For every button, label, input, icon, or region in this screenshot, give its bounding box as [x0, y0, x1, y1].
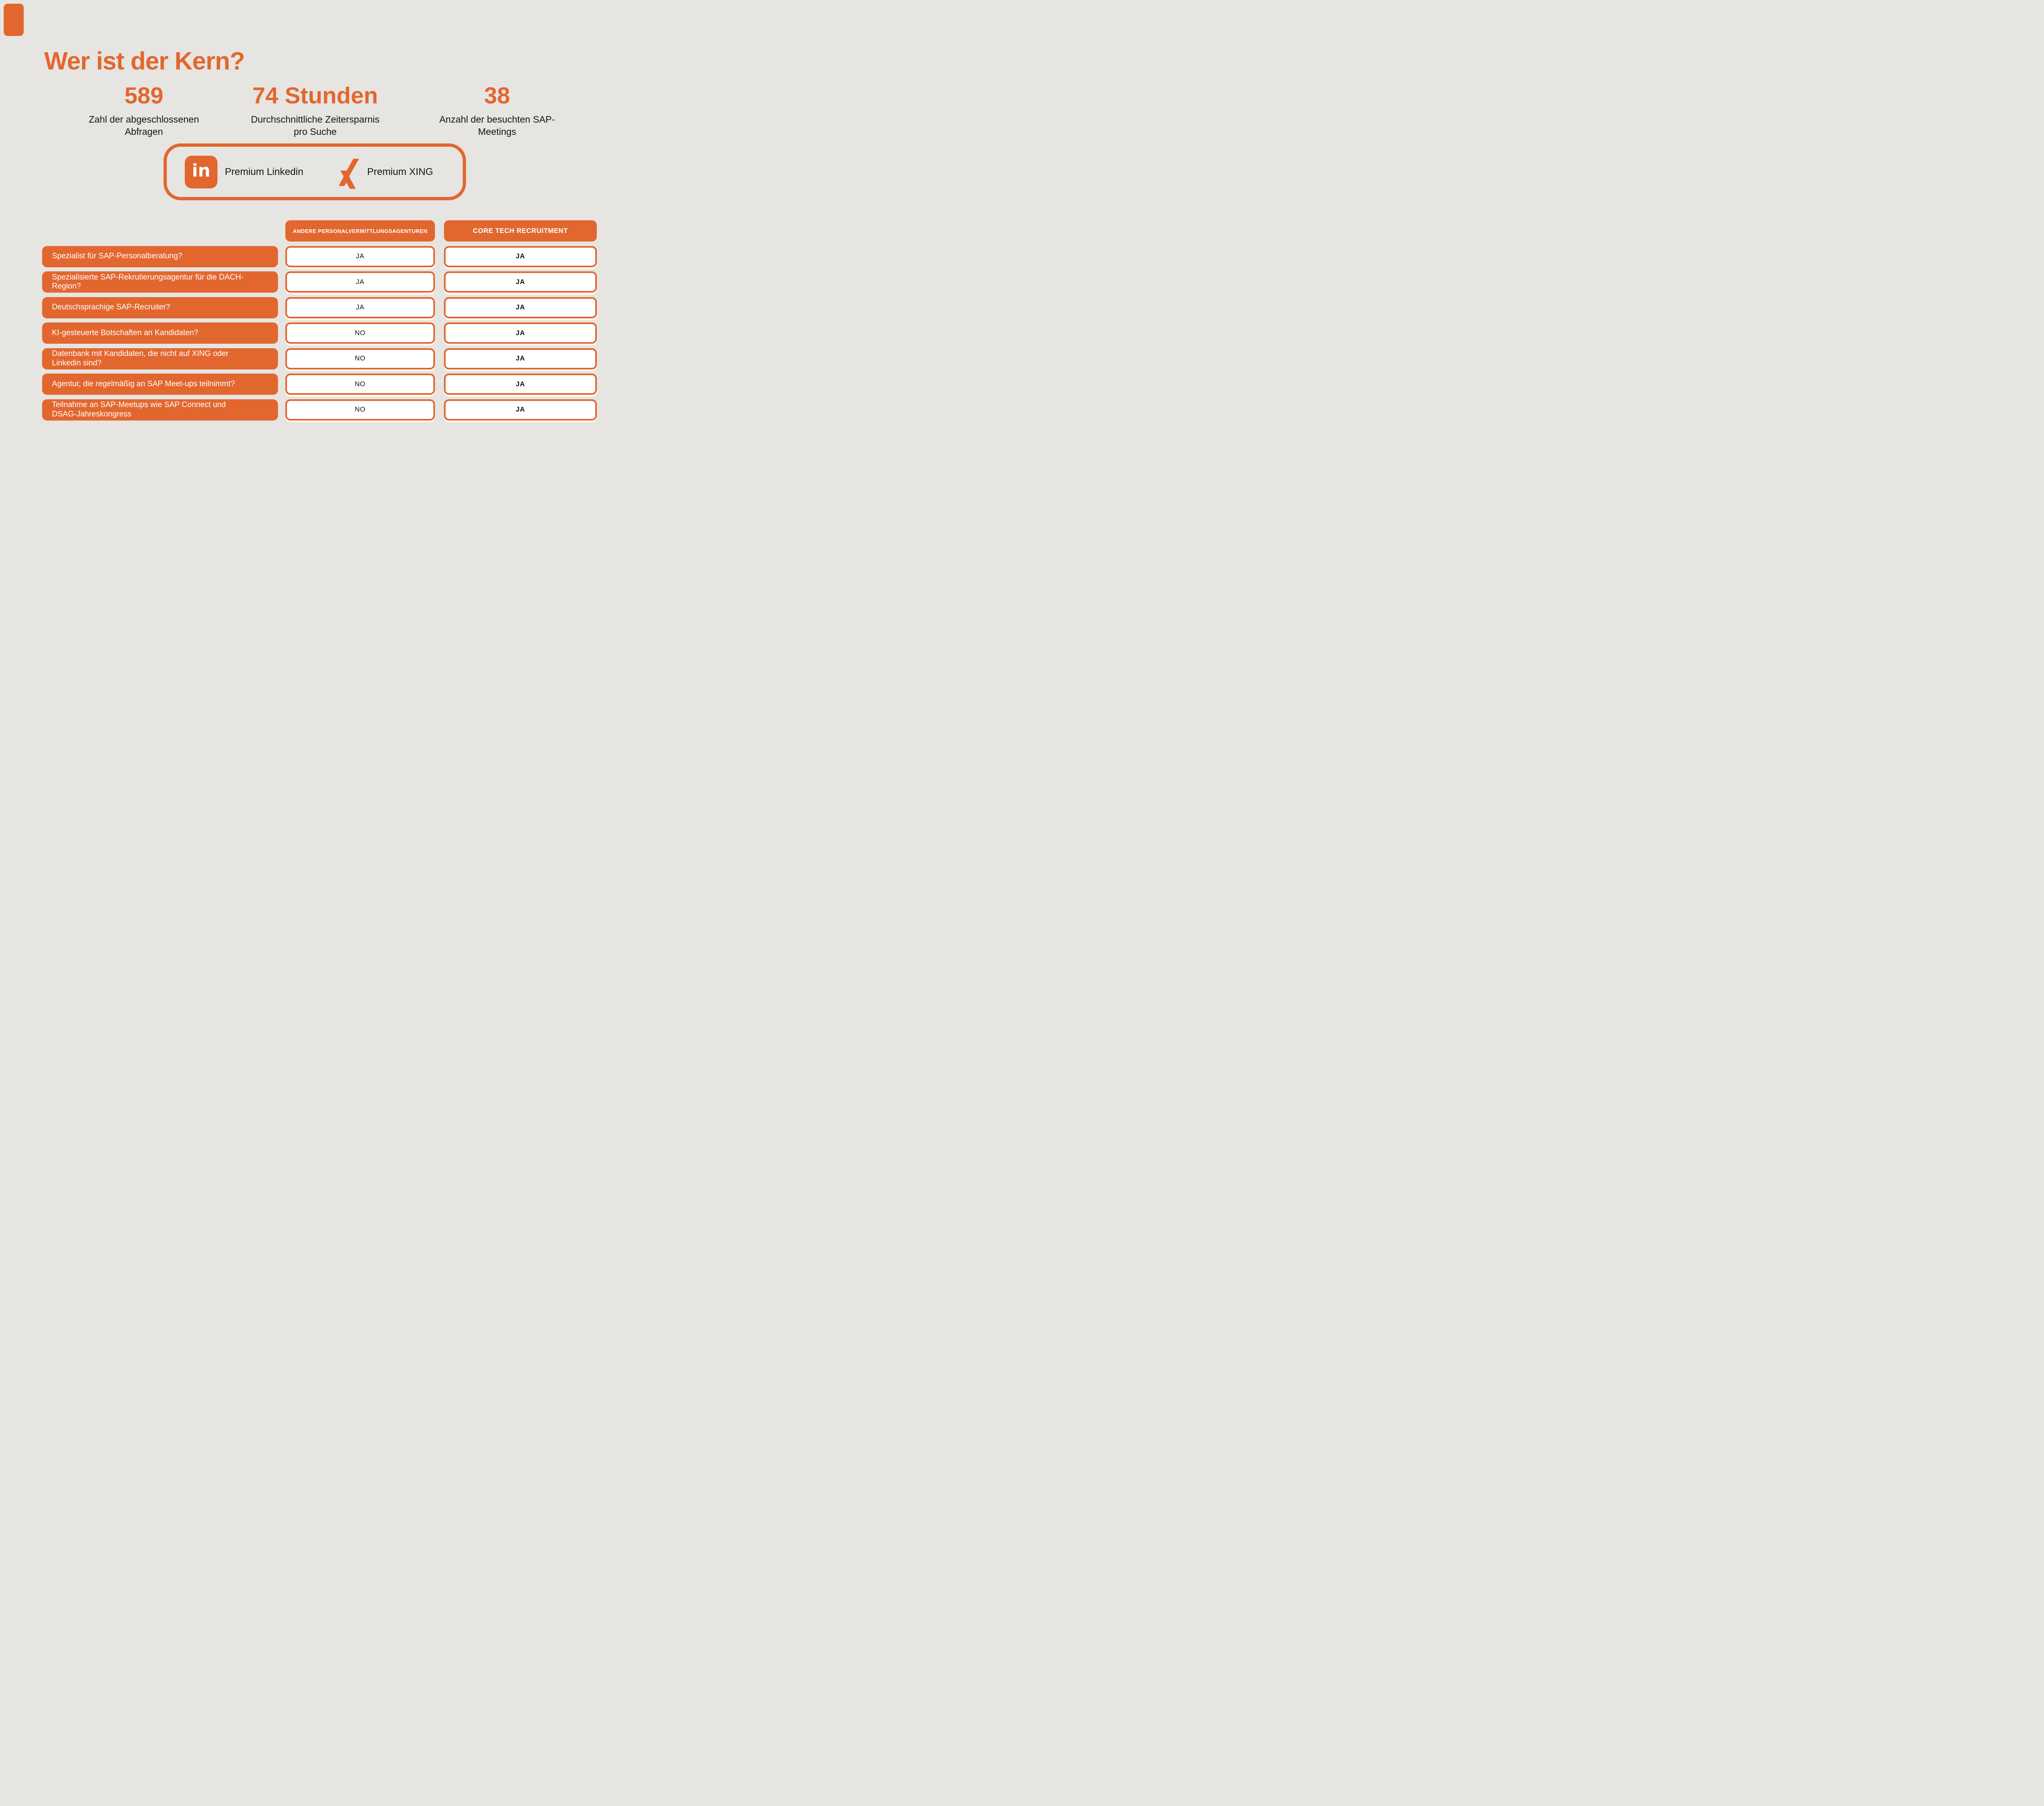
question-pill: Teilnahme an SAP-Meetups wie SAP Connect…	[42, 399, 278, 421]
answer-cell-others: NO	[285, 399, 435, 421]
stat-value: 38	[484, 83, 510, 109]
linkedin-icon: in	[185, 155, 217, 188]
stat-value: 589	[124, 83, 164, 109]
stat-value: 74 Stunden	[252, 83, 378, 109]
premium-linkedin-label: Premium Linkedin	[225, 166, 304, 177]
premium-memberships-box: in Premium Linkedin Premium XING	[164, 143, 466, 200]
stat-sap-meetings: 38 Anzahl der besuchten SAP- Meetings	[428, 83, 567, 138]
stat-completed-queries: 589 Zahl der abgeschlossenen Abfragen	[74, 83, 213, 138]
answer-cell-others: NO	[285, 348, 435, 369]
answer-cell-core: JA	[444, 271, 597, 293]
answer-cell-others: JA	[285, 271, 435, 293]
infographic-page: Wer ist der Kern? 589 Zahl der abgeschlo…	[0, 0, 639, 452]
question-pill: Deutschsprachige SAP-Recruiter?	[42, 297, 278, 318]
page-title: Wer ist der Kern?	[44, 47, 245, 75]
column-header-core: CORE TECH RECRUITMENT	[444, 220, 597, 242]
linkedin-in-text: in	[192, 161, 211, 181]
answer-cell-others: NO	[285, 374, 435, 395]
xing-icon	[335, 155, 359, 189]
answer-cell-core: JA	[444, 399, 597, 421]
answer-cell-others: NO	[285, 322, 435, 344]
answer-cell-core: JA	[444, 374, 597, 395]
corner-accent-shape	[4, 4, 24, 36]
stat-label: Zahl der abgeschlossenen Abfragen	[89, 114, 199, 137]
stat-label: Durchschnittliche Zeitersparnis pro Such…	[251, 114, 380, 137]
answer-cell-core: JA	[444, 297, 597, 318]
stat-time-saved: 74 Stunden Durchschnittliche Zeitersparn…	[229, 83, 401, 138]
answer-cell-core: JA	[444, 246, 597, 267]
question-pill: Spezialisierte SAP-Rekrutierungsagentur …	[42, 271, 278, 293]
question-pill: Agentur, die regelmäßig an SAP Meet-ups …	[42, 374, 278, 395]
answer-cell-core: JA	[444, 322, 597, 344]
comparison-table: ANDERE PERSONALVERMITTLUNGSAGENTUREN COR…	[42, 220, 597, 421]
question-pill: Datenbank mit Kandidaten, die nicht auf …	[42, 348, 278, 369]
answer-cell-others: JA	[285, 246, 435, 267]
column-header-others: ANDERE PERSONALVERMITTLUNGSAGENTUREN	[285, 220, 435, 242]
answer-cell-core: JA	[444, 348, 597, 369]
stat-label: Anzahl der besuchten SAP- Meetings	[439, 114, 555, 137]
question-pill: Spezialist für SAP-Personalberatung?	[42, 246, 278, 267]
question-pill: KI-gesteuerte Botschaften an Kandidaten?	[42, 322, 278, 344]
premium-xing-label: Premium XING	[367, 166, 433, 177]
answer-cell-others: JA	[285, 297, 435, 318]
